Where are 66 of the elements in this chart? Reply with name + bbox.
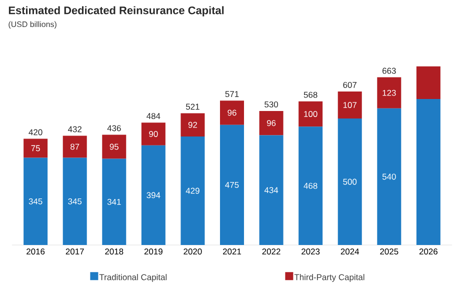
data-label: 96 xyxy=(228,110,236,116)
x-tick-label: 2025 xyxy=(380,248,398,255)
data-label: 75 xyxy=(31,145,40,152)
data-label: 540 xyxy=(382,174,396,180)
data-label: 475 xyxy=(225,182,239,188)
bar xyxy=(220,100,244,125)
bar xyxy=(24,158,48,245)
bar xyxy=(259,135,284,245)
bar xyxy=(62,158,87,245)
x-tick-label: 2020 xyxy=(184,248,202,255)
bar xyxy=(141,145,166,245)
bar xyxy=(259,110,284,136)
total-label: 420 xyxy=(28,129,42,136)
data-label: 123 xyxy=(382,90,396,96)
bar xyxy=(220,124,244,245)
x-tick-label: 2023 xyxy=(302,248,320,255)
bar xyxy=(298,101,323,127)
total-label: 568 xyxy=(304,92,318,98)
legend-label: Traditional Capital xyxy=(99,274,167,282)
bar xyxy=(338,118,362,245)
data-label: 107 xyxy=(343,102,356,108)
x-tick-label: 2019 xyxy=(144,248,162,255)
data-label: 341 xyxy=(107,198,121,205)
data-label: 500 xyxy=(343,178,357,185)
x-tick-label: 2024 xyxy=(340,248,360,255)
x-tick-label: 2017 xyxy=(66,248,84,255)
total-label: 436 xyxy=(107,125,121,132)
bar xyxy=(24,138,48,158)
bar xyxy=(338,91,362,119)
bar xyxy=(416,66,440,100)
total-label: 521 xyxy=(186,104,200,110)
chart-title: Estimated Dedicated Reinsurance Capital xyxy=(8,6,224,16)
bar xyxy=(377,108,402,245)
data-label: 468 xyxy=(304,182,318,189)
x-tick-label: 2026 xyxy=(419,248,438,255)
x-tick-label: 2021 xyxy=(223,248,242,255)
data-label: 345 xyxy=(68,198,82,204)
data-label: 92 xyxy=(188,122,197,128)
data-label: 90 xyxy=(149,130,158,137)
legend-label: Third-Party Capital xyxy=(294,274,364,282)
total-label: 484 xyxy=(146,113,160,120)
data-label: 95 xyxy=(110,144,119,150)
bar xyxy=(298,126,323,245)
data-label: 394 xyxy=(146,192,160,198)
data-label: 100 xyxy=(304,110,318,117)
bar xyxy=(180,136,205,245)
data-label: 96 xyxy=(266,120,276,126)
x-tick-label: 2022 xyxy=(262,248,280,255)
total-label: 571 xyxy=(225,91,239,98)
bar xyxy=(377,77,402,108)
total-label: 432 xyxy=(68,126,82,132)
bar xyxy=(180,113,205,136)
bar xyxy=(102,134,126,159)
data-label: 87 xyxy=(70,144,80,150)
bar xyxy=(62,136,87,158)
x-tick-label: 2018 xyxy=(105,248,124,255)
bar xyxy=(416,99,440,245)
bar xyxy=(102,158,126,245)
data-label: 429 xyxy=(186,188,200,194)
bar xyxy=(141,122,166,146)
x-tick-label: 2016 xyxy=(26,248,45,255)
total-label: 607 xyxy=(343,82,356,88)
total-label: 663 xyxy=(382,68,396,74)
data-label: 434 xyxy=(264,187,278,194)
data-label: 345 xyxy=(28,198,42,204)
total-label: 530 xyxy=(264,101,278,108)
